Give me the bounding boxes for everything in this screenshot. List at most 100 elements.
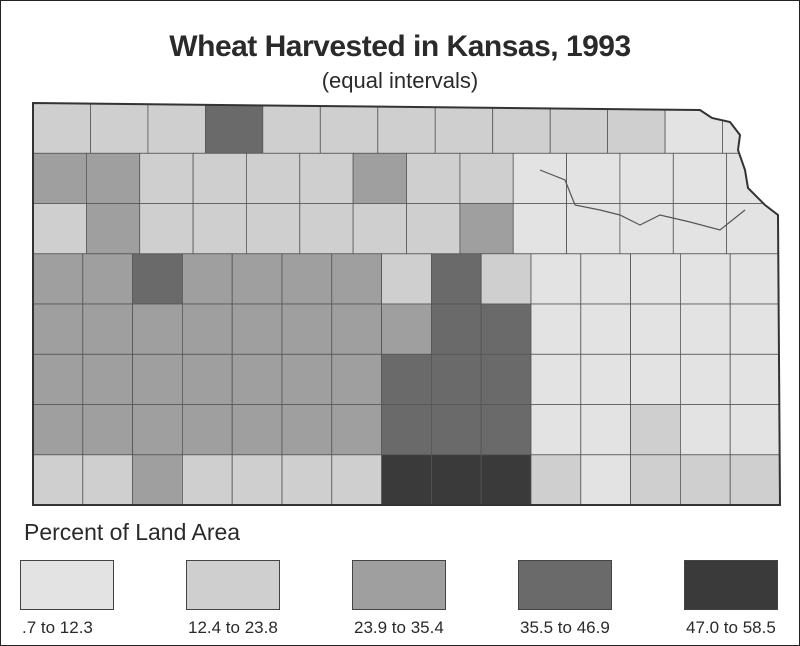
county-cell (231, 454, 283, 505)
county-cell (430, 303, 482, 355)
county-cell (459, 152, 514, 205)
county-cell (672, 152, 728, 205)
county-cell (82, 353, 134, 405)
legend-label-2: 12.4 to 23.8 (188, 618, 278, 637)
county-cell (480, 454, 532, 505)
county-cell (680, 404, 731, 456)
county-cell (580, 404, 631, 456)
county-cell (459, 203, 514, 255)
county-cell (231, 353, 283, 405)
county-cell (245, 152, 301, 205)
legend-item-4: 35.5 to 46.9 (518, 560, 614, 638)
county-cell (132, 404, 183, 456)
legend-title: Percent of Land Area (24, 519, 241, 545)
legend-item-3: 23.9 to 35.4 (352, 560, 448, 638)
county-cell (430, 353, 482, 405)
county-cell (181, 353, 233, 405)
county-cell (281, 303, 333, 355)
county-cell (245, 203, 301, 255)
county-cell (231, 253, 283, 305)
county-cell (729, 353, 780, 405)
legend-swatch-2 (186, 560, 280, 610)
county-cell (82, 253, 134, 305)
county-cell (680, 303, 731, 355)
county-cell (331, 303, 382, 355)
county-cell (181, 253, 233, 305)
county-cell (139, 152, 194, 205)
county-cell (82, 454, 134, 505)
county-cell (299, 203, 354, 255)
county-cell (530, 454, 582, 505)
county-cell (406, 203, 461, 255)
county-cell (331, 353, 382, 405)
county-cell (33, 454, 84, 505)
county-cells (33, 103, 780, 505)
county-cell (580, 253, 631, 305)
county-cell (33, 253, 84, 305)
county-cell (381, 404, 432, 456)
legend-swatch-5 (684, 560, 778, 610)
county-cell (147, 103, 206, 154)
county-cell (262, 103, 321, 154)
county-cell (680, 353, 731, 405)
county-cell (33, 404, 84, 456)
county-cell (204, 103, 264, 154)
county-cell (726, 152, 780, 205)
county-cell (512, 203, 568, 255)
county-cell (331, 404, 382, 456)
county-cell (331, 253, 382, 305)
county-cell (406, 152, 461, 205)
county-cell (512, 152, 568, 205)
county-cell (726, 203, 780, 255)
legend-label-5: 47.0 to 58.5 (686, 618, 776, 637)
county-cell (480, 353, 532, 405)
county-cell (281, 253, 333, 305)
county-cell (381, 454, 432, 505)
county-cell (319, 103, 379, 154)
county-cell (672, 203, 728, 255)
county-cell (630, 303, 681, 355)
county-cell (90, 103, 149, 154)
legend-label-1: .7 to 12.3 (22, 618, 93, 637)
county-cell (549, 103, 609, 154)
county-cell (82, 404, 134, 456)
county-cell (381, 303, 432, 355)
county-cell (530, 253, 582, 305)
county-cell (530, 303, 582, 355)
legend-label-3: 23.9 to 35.4 (354, 618, 444, 637)
kansas-river-boundary (539, 169, 746, 231)
legend-item-1: .7 to 12.3 (20, 560, 116, 638)
legend-swatch-1 (20, 560, 114, 610)
county-cell (430, 454, 482, 505)
county-cell (480, 303, 532, 355)
legend-item-2: 12.4 to 23.8 (186, 560, 282, 638)
county-cell (434, 103, 494, 154)
county-cell (630, 404, 681, 456)
county-cell (480, 253, 532, 305)
county-cell (630, 353, 681, 405)
county-cell (281, 454, 333, 505)
county-cell (680, 454, 731, 505)
county-cell (480, 404, 532, 456)
county-cell (630, 253, 681, 305)
county-cell (352, 152, 407, 205)
county-cell (33, 353, 84, 405)
legend-label-4: 35.5 to 46.9 (520, 618, 610, 637)
legend-item-5: 47.0 to 58.5 (684, 560, 780, 638)
county-cell (580, 454, 631, 505)
county-cell (33, 103, 91, 154)
county-cell (181, 454, 233, 505)
county-cell (722, 103, 780, 154)
county-cell (729, 253, 780, 305)
county-cell (33, 303, 84, 355)
county-cell (580, 303, 631, 355)
county-cell (86, 152, 141, 205)
map-title: Wheat Harvested in Kansas, 1993 (169, 30, 631, 63)
county-cell (181, 303, 233, 355)
county-cell (566, 152, 621, 205)
state-outline (32, 101, 782, 506)
county-cell (381, 253, 432, 305)
county-cell (619, 152, 674, 205)
county-cell (430, 404, 482, 456)
